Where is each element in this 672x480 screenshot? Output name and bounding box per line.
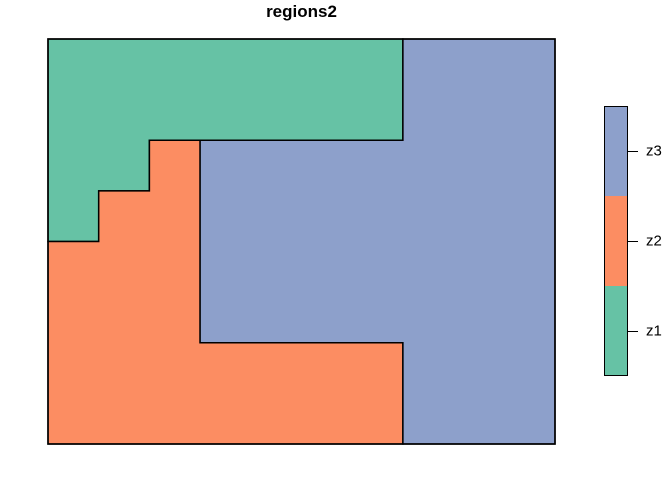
chart-title: regions2 (266, 2, 337, 21)
plot-border (47, 38, 556, 445)
